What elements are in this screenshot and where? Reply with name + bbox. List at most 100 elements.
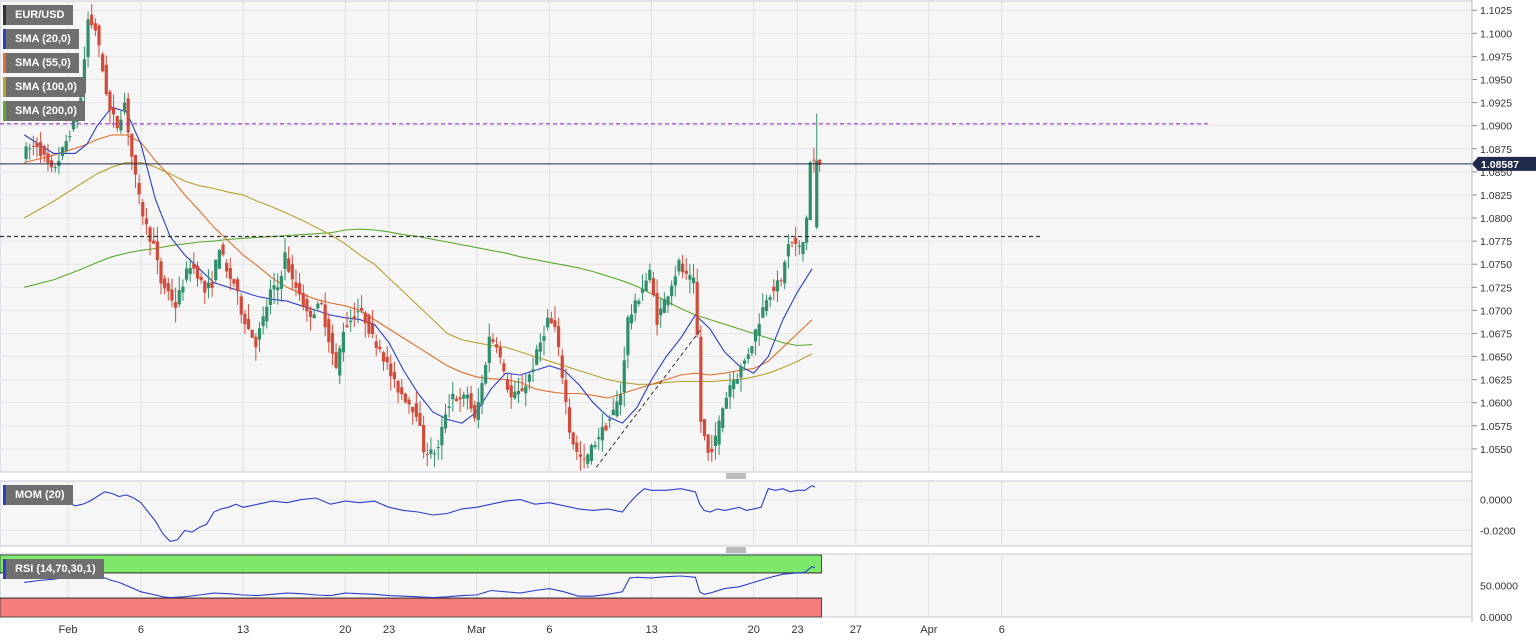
price-tick-label: 1.0725 — [1480, 282, 1512, 294]
candle-body — [268, 289, 273, 306]
last-price-marker — [1472, 156, 1536, 171]
candle-body — [305, 299, 309, 312]
candle-body — [604, 425, 608, 431]
candle-body — [761, 307, 765, 318]
candle-body — [28, 148, 32, 150]
candle-body — [232, 279, 236, 284]
candle-body — [721, 408, 725, 429]
candle-body — [429, 449, 433, 455]
candle-body — [505, 379, 510, 390]
candle-body — [681, 263, 685, 273]
candle-body — [60, 147, 65, 157]
candle-body — [695, 281, 699, 335]
candle-body — [363, 312, 367, 324]
candle-body — [35, 142, 39, 148]
price-tick-label: 1.0775 — [1480, 236, 1512, 248]
candle-body — [618, 394, 623, 406]
candle-body — [487, 336, 491, 364]
legend-sma-20[interactable]: SMA (20,0) — [3, 29, 79, 49]
trendline — [595, 328, 702, 468]
candle-body — [283, 252, 287, 269]
candle-body — [812, 159, 816, 161]
candle-body — [272, 285, 276, 290]
candle-body — [608, 419, 612, 421]
rsi-tick-label: 50.0000 — [1480, 581, 1518, 593]
candle-body — [458, 397, 462, 400]
price-tick-label: 1.0850 — [1480, 167, 1512, 179]
candle-body — [520, 388, 524, 392]
candle-body — [174, 302, 178, 308]
candle-body — [418, 413, 422, 426]
candle-body — [137, 182, 141, 195]
sma-20-swatch — [3, 29, 6, 49]
candle-body — [494, 344, 499, 348]
symbol-label[interactable]: EUR/USD — [3, 5, 73, 25]
candle-body — [527, 374, 532, 382]
legend-sma-200[interactable]: SMA (200,0) — [3, 101, 85, 121]
candle-body — [775, 280, 780, 292]
sma-20-line — [23, 106, 813, 424]
candle-body — [677, 260, 681, 272]
candle-body — [815, 160, 819, 228]
candle-body — [39, 141, 43, 157]
candle-body — [637, 300, 641, 304]
candle-body — [586, 454, 590, 464]
candle-body — [360, 307, 364, 311]
candle-body — [786, 244, 790, 257]
candle-body — [210, 282, 214, 288]
candle-body — [502, 363, 506, 372]
candle-body — [764, 300, 769, 311]
candle-body — [546, 317, 550, 328]
candle-body — [600, 426, 604, 441]
candle-body — [713, 435, 718, 447]
candle-body — [86, 19, 90, 58]
legend-sma-100[interactable]: SMA (100,0) — [3, 77, 85, 97]
candle-body — [567, 407, 572, 433]
legend-mom[interactable]: MOM (20) — [3, 485, 73, 505]
legend-sma-20-label: SMA (20,0) — [15, 33, 71, 45]
momentum-line — [24, 484, 816, 543]
candle-body — [126, 98, 130, 133]
candle-body — [279, 275, 283, 289]
candle-body — [206, 282, 211, 289]
x-axis-label: 13 — [645, 624, 657, 636]
sma-200-line — [24, 228, 813, 347]
candle-body — [119, 119, 123, 131]
candle-body — [287, 258, 291, 272]
legend-sma-55[interactable]: SMA (55,0) — [3, 53, 79, 73]
price-tick-label: 1.0800 — [1480, 213, 1512, 225]
candle-body — [101, 54, 105, 72]
candle-body — [556, 326, 561, 348]
candle-body — [108, 91, 112, 111]
candle-body — [425, 454, 429, 456]
candle-body — [498, 347, 502, 358]
candle-body — [104, 64, 108, 95]
candle-body — [42, 146, 46, 155]
candle-body — [378, 346, 382, 350]
candle-body — [381, 352, 386, 362]
candle-body — [797, 245, 801, 247]
candle-body — [250, 329, 254, 338]
candle-body — [199, 276, 203, 281]
candle-body — [334, 352, 338, 368]
candle-body — [640, 289, 645, 293]
candle-body — [90, 14, 94, 26]
candle-body — [312, 314, 316, 319]
rsi-line — [24, 565, 816, 599]
candle-body — [152, 240, 156, 244]
candle-body — [768, 297, 772, 300]
candle-body — [246, 318, 251, 330]
candle-body — [261, 316, 265, 327]
candle-body — [192, 263, 196, 269]
candle-body — [724, 397, 728, 409]
x-axis-label: 20 — [339, 624, 351, 636]
rsi-swatch — [3, 559, 6, 579]
candle-body — [97, 25, 101, 46]
candle-body — [746, 354, 750, 359]
candle-body — [447, 406, 451, 408]
candle-body — [509, 385, 513, 398]
legend-rsi[interactable]: RSI (14,70,30,1) — [3, 559, 104, 579]
price-tick-label: 1.0875 — [1480, 144, 1512, 156]
candle-body — [294, 282, 298, 288]
